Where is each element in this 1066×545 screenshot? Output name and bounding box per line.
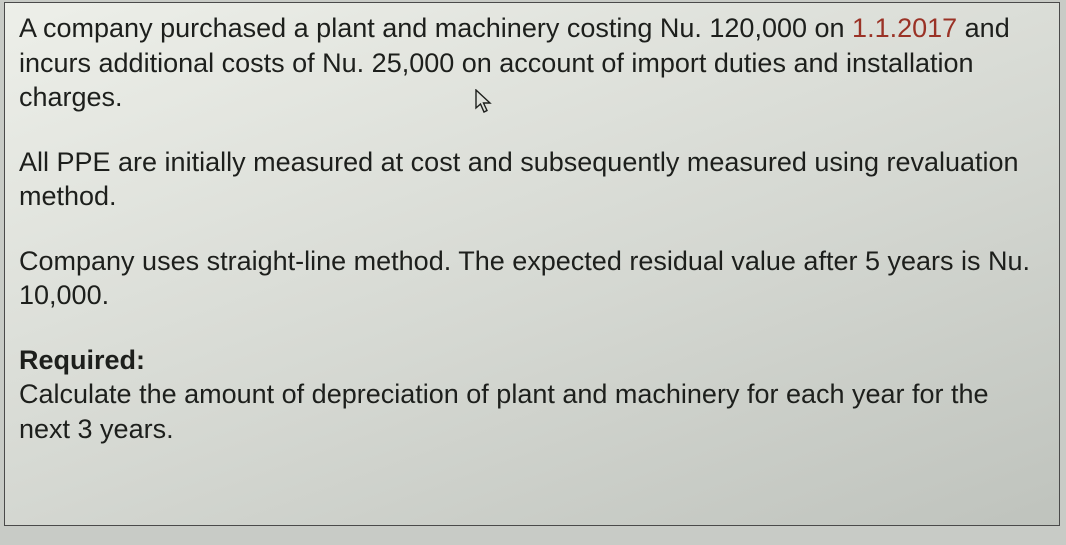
paragraph-1: A company purchased a plant and machiner… <box>19 11 1045 115</box>
question-box: A company purchased a plant and machiner… <box>4 2 1060 526</box>
paragraph-4: Required: Calculate the amount of deprec… <box>19 343 1045 447</box>
purchase-date: 1.1.2017 <box>852 13 957 43</box>
text-run: Calculate the amount of depreciation of … <box>19 379 989 444</box>
text-run: Company uses straight-line method. The e… <box>19 246 1030 311</box>
paragraph-2: All PPE are initially measured at cost a… <box>19 145 1045 214</box>
required-label: Required: <box>19 345 145 375</box>
text-run: A company purchased a plant and machiner… <box>19 13 852 43</box>
text-run: All PPE are initially measured at cost a… <box>19 147 1019 212</box>
paragraph-3: Company uses straight-line method. The e… <box>19 244 1045 313</box>
